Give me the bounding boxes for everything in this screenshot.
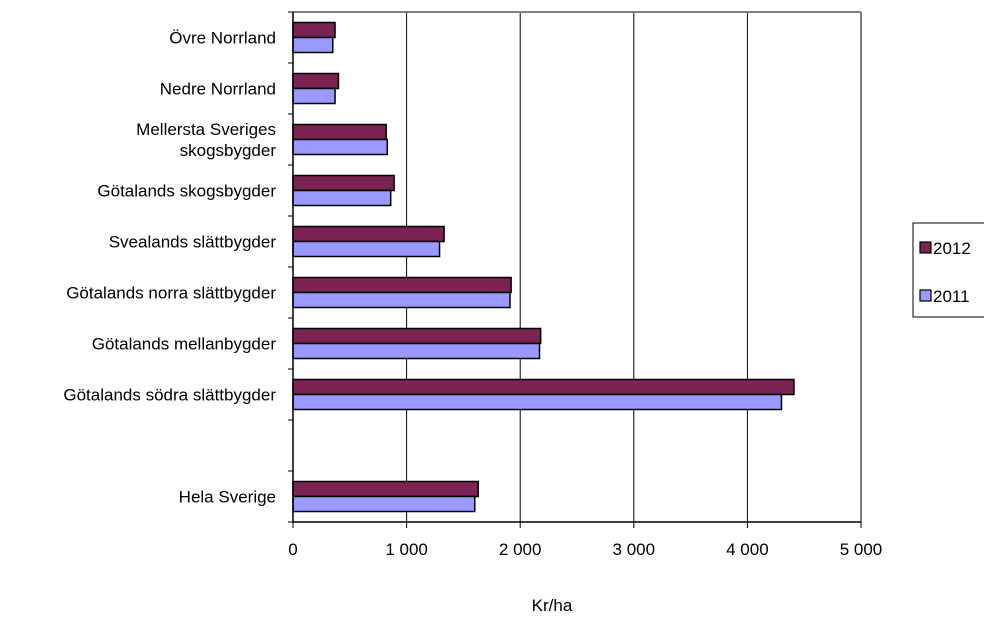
bar-2012 [292, 378, 795, 396]
x-tick-label: 3 000 [613, 540, 656, 559]
bar-2012 [292, 123, 387, 141]
bars [292, 21, 795, 513]
bar-2012 [292, 21, 336, 39]
category-label: Götalands norra slättbygder [66, 284, 276, 303]
bar-2012 [292, 480, 479, 498]
legend-label-2011: 2011 [933, 287, 970, 306]
bar-2011 [292, 138, 389, 156]
legend-swatch-2012 [919, 241, 932, 254]
bar-2012 [292, 327, 542, 345]
bar-2011 [292, 495, 476, 513]
bar-2011 [292, 36, 334, 54]
x-tick-label: 5 000 [840, 540, 883, 559]
category-label: Götalands södra slättbygder [63, 386, 276, 405]
bar-2011 [292, 189, 392, 207]
category-label: Hela Sverige [179, 488, 276, 507]
x-tick-label: 1 000 [385, 540, 428, 559]
x-tick-label: 2 000 [499, 540, 542, 559]
x-tick-label: 4 000 [726, 540, 769, 559]
legend: 2012 2011 [912, 222, 984, 318]
x-axis-label: Kr/ha [532, 596, 573, 615]
legend-swatch-2011 [919, 289, 932, 302]
bar-2012 [292, 276, 512, 294]
x-tick-labels: 0 1 000 2 000 3 000 4 000 5 000 [288, 540, 882, 559]
bar-2012 [292, 225, 445, 243]
plot-area [293, 12, 861, 522]
bar-2011 [292, 342, 541, 360]
bar-2011 [292, 291, 511, 309]
plot-background [293, 12, 861, 522]
bar-2012 [292, 72, 340, 90]
category-label: Mellersta Sveriges skogsbygder [136, 120, 276, 160]
x-tick-label: 0 [288, 540, 297, 559]
category-label: Nedre Norrland [160, 80, 276, 99]
bar-2011 [292, 240, 441, 258]
bar-2011 [292, 87, 336, 105]
bar-2011 [292, 393, 783, 411]
bar-2012 [292, 174, 395, 192]
legend-label-2012: 2012 [933, 239, 971, 258]
axes [288, 11, 862, 528]
category-label: Övre Norrland [169, 29, 276, 48]
category-labels: Övre Norrland Nedre Norrland Mellersta Sve… [63, 29, 276, 507]
category-label: Svealands slättbygder [109, 233, 277, 252]
category-label: Götalands mellanbygder [92, 335, 277, 354]
category-label: Götalands skogsbygder [97, 182, 276, 201]
